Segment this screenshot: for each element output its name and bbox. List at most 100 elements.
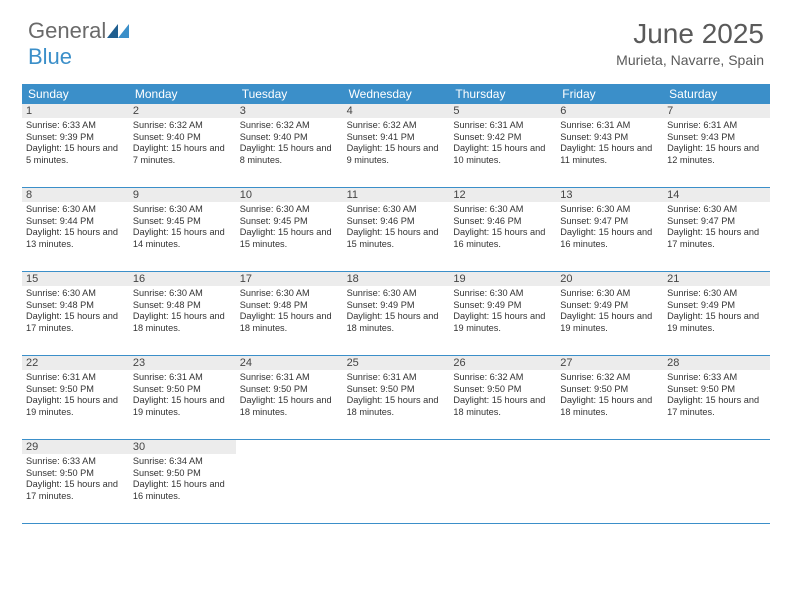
day-cell: 8Sunrise: 6:30 AMSunset: 9:44 PMDaylight… — [22, 188, 129, 256]
sunset-line: Sunset: 9:49 PM — [347, 300, 446, 312]
sunset-line: Sunset: 9:40 PM — [133, 132, 232, 144]
sunrise-line: Sunrise: 6:30 AM — [347, 204, 446, 216]
empty-day-cell — [663, 440, 770, 508]
sunrise-line: Sunrise: 6:33 AM — [26, 120, 125, 132]
day-number: 9 — [129, 188, 236, 202]
day-cell: 4Sunrise: 6:32 AMSunset: 9:41 PMDaylight… — [343, 104, 450, 172]
daylight-line: Daylight: 15 hours and 8 minutes. — [240, 143, 339, 166]
sunrise-line: Sunrise: 6:32 AM — [453, 372, 552, 384]
daylight-line: Daylight: 15 hours and 15 minutes. — [347, 227, 446, 250]
day-cell: 23Sunrise: 6:31 AMSunset: 9:50 PMDayligh… — [129, 356, 236, 424]
day-number: 15 — [22, 272, 129, 286]
daylight-line: Daylight: 15 hours and 18 minutes. — [560, 395, 659, 418]
day-cell: 19Sunrise: 6:30 AMSunset: 9:49 PMDayligh… — [449, 272, 556, 340]
sunset-line: Sunset: 9:49 PM — [667, 300, 766, 312]
sunrise-line: Sunrise: 6:30 AM — [347, 288, 446, 300]
sunrise-line: Sunrise: 6:30 AM — [667, 204, 766, 216]
day-number: 5 — [449, 104, 556, 118]
sunrise-line: Sunrise: 6:32 AM — [347, 120, 446, 132]
daylight-line: Daylight: 15 hours and 17 minutes. — [26, 311, 125, 334]
daylight-line: Daylight: 15 hours and 18 minutes. — [240, 311, 339, 334]
week-row: 29Sunrise: 6:33 AMSunset: 9:50 PMDayligh… — [22, 440, 770, 524]
sunrise-line: Sunrise: 6:30 AM — [26, 288, 125, 300]
daylight-line: Daylight: 15 hours and 15 minutes. — [240, 227, 339, 250]
sunset-line: Sunset: 9:47 PM — [667, 216, 766, 228]
daylight-line: Daylight: 15 hours and 7 minutes. — [133, 143, 232, 166]
sunset-line: Sunset: 9:48 PM — [133, 300, 232, 312]
sunset-line: Sunset: 9:45 PM — [240, 216, 339, 228]
month-title: June 2025 — [616, 18, 764, 50]
sunrise-line: Sunrise: 6:33 AM — [667, 372, 766, 384]
day-number: 25 — [343, 356, 450, 370]
daylight-line: Daylight: 15 hours and 14 minutes. — [133, 227, 232, 250]
daylight-line: Daylight: 15 hours and 19 minutes. — [133, 395, 232, 418]
daylight-line: Daylight: 15 hours and 12 minutes. — [667, 143, 766, 166]
sunrise-line: Sunrise: 6:31 AM — [453, 120, 552, 132]
daylight-line: Daylight: 15 hours and 16 minutes. — [560, 227, 659, 250]
day-number: 3 — [236, 104, 343, 118]
sunrise-line: Sunrise: 6:30 AM — [667, 288, 766, 300]
day-cell: 15Sunrise: 6:30 AMSunset: 9:48 PMDayligh… — [22, 272, 129, 340]
day-cell: 14Sunrise: 6:30 AMSunset: 9:47 PMDayligh… — [663, 188, 770, 256]
sunset-line: Sunset: 9:42 PM — [453, 132, 552, 144]
day-number: 2 — [129, 104, 236, 118]
sunset-line: Sunset: 9:45 PM — [133, 216, 232, 228]
day-cell: 21Sunrise: 6:30 AMSunset: 9:49 PMDayligh… — [663, 272, 770, 340]
day-number: 26 — [449, 356, 556, 370]
day-cell: 11Sunrise: 6:30 AMSunset: 9:46 PMDayligh… — [343, 188, 450, 256]
title-block: June 2025 Murieta, Navarre, Spain — [616, 18, 764, 68]
day-number: 12 — [449, 188, 556, 202]
daylight-line: Daylight: 15 hours and 18 minutes. — [240, 395, 339, 418]
day-number: 28 — [663, 356, 770, 370]
sunrise-line: Sunrise: 6:31 AM — [133, 372, 232, 384]
empty-day-cell — [343, 440, 450, 508]
weekday-header: Sunday — [22, 84, 129, 104]
day-cell: 22Sunrise: 6:31 AMSunset: 9:50 PMDayligh… — [22, 356, 129, 424]
day-cell: 28Sunrise: 6:33 AMSunset: 9:50 PMDayligh… — [663, 356, 770, 424]
sunset-line: Sunset: 9:46 PM — [453, 216, 552, 228]
sunset-line: Sunset: 9:50 PM — [347, 384, 446, 396]
sunrise-line: Sunrise: 6:31 AM — [560, 120, 659, 132]
sunrise-line: Sunrise: 6:30 AM — [453, 288, 552, 300]
logo-word-general: General — [28, 18, 106, 43]
weekday-header-row: SundayMondayTuesdayWednesdayThursdayFrid… — [22, 84, 770, 104]
day-cell: 6Sunrise: 6:31 AMSunset: 9:43 PMDaylight… — [556, 104, 663, 172]
week-row: 1Sunrise: 6:33 AMSunset: 9:39 PMDaylight… — [22, 104, 770, 188]
logo-word-blue: Blue — [28, 44, 72, 69]
daylight-line: Daylight: 15 hours and 5 minutes. — [26, 143, 125, 166]
day-cell: 3Sunrise: 6:32 AMSunset: 9:40 PMDaylight… — [236, 104, 343, 172]
week-row: 15Sunrise: 6:30 AMSunset: 9:48 PMDayligh… — [22, 272, 770, 356]
empty-day-cell — [236, 440, 343, 508]
sunrise-line: Sunrise: 6:30 AM — [453, 204, 552, 216]
sunrise-line: Sunrise: 6:31 AM — [240, 372, 339, 384]
sunset-line: Sunset: 9:50 PM — [26, 468, 125, 480]
day-cell: 26Sunrise: 6:32 AMSunset: 9:50 PMDayligh… — [449, 356, 556, 424]
day-cell: 16Sunrise: 6:30 AMSunset: 9:48 PMDayligh… — [129, 272, 236, 340]
sunrise-line: Sunrise: 6:31 AM — [667, 120, 766, 132]
daylight-line: Daylight: 15 hours and 16 minutes. — [133, 479, 232, 502]
day-number: 4 — [343, 104, 450, 118]
day-cell: 10Sunrise: 6:30 AMSunset: 9:45 PMDayligh… — [236, 188, 343, 256]
sunset-line: Sunset: 9:44 PM — [26, 216, 125, 228]
day-number: 17 — [236, 272, 343, 286]
day-number: 22 — [22, 356, 129, 370]
day-number: 1 — [22, 104, 129, 118]
sunset-line: Sunset: 9:50 PM — [133, 384, 232, 396]
daylight-line: Daylight: 15 hours and 19 minutes. — [26, 395, 125, 418]
daylight-line: Daylight: 15 hours and 19 minutes. — [667, 311, 766, 334]
sunset-line: Sunset: 9:50 PM — [453, 384, 552, 396]
daylight-line: Daylight: 15 hours and 18 minutes. — [133, 311, 232, 334]
weekday-header: Wednesday — [343, 84, 450, 104]
sunset-line: Sunset: 9:43 PM — [560, 132, 659, 144]
daylight-line: Daylight: 15 hours and 19 minutes. — [453, 311, 552, 334]
day-number: 16 — [129, 272, 236, 286]
day-number: 20 — [556, 272, 663, 286]
day-number: 13 — [556, 188, 663, 202]
weekday-header: Tuesday — [236, 84, 343, 104]
sunrise-line: Sunrise: 6:30 AM — [133, 204, 232, 216]
daylight-line: Daylight: 15 hours and 11 minutes. — [560, 143, 659, 166]
sunset-line: Sunset: 9:50 PM — [560, 384, 659, 396]
day-number: 29 — [22, 440, 129, 454]
sunrise-line: Sunrise: 6:32 AM — [240, 120, 339, 132]
empty-day-cell — [556, 440, 663, 508]
